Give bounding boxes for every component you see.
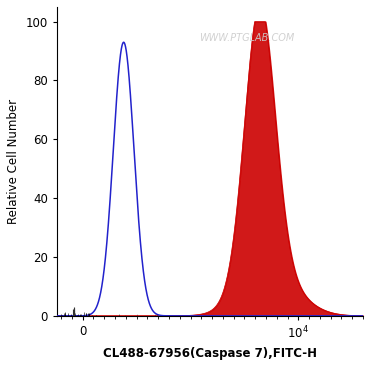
- X-axis label: CL488-67956(Caspase 7),FITC-H: CL488-67956(Caspase 7),FITC-H: [103, 347, 317, 360]
- Text: WWW.PTGLAB.COM: WWW.PTGLAB.COM: [199, 33, 294, 43]
- Y-axis label: Relative Cell Number: Relative Cell Number: [7, 99, 20, 224]
